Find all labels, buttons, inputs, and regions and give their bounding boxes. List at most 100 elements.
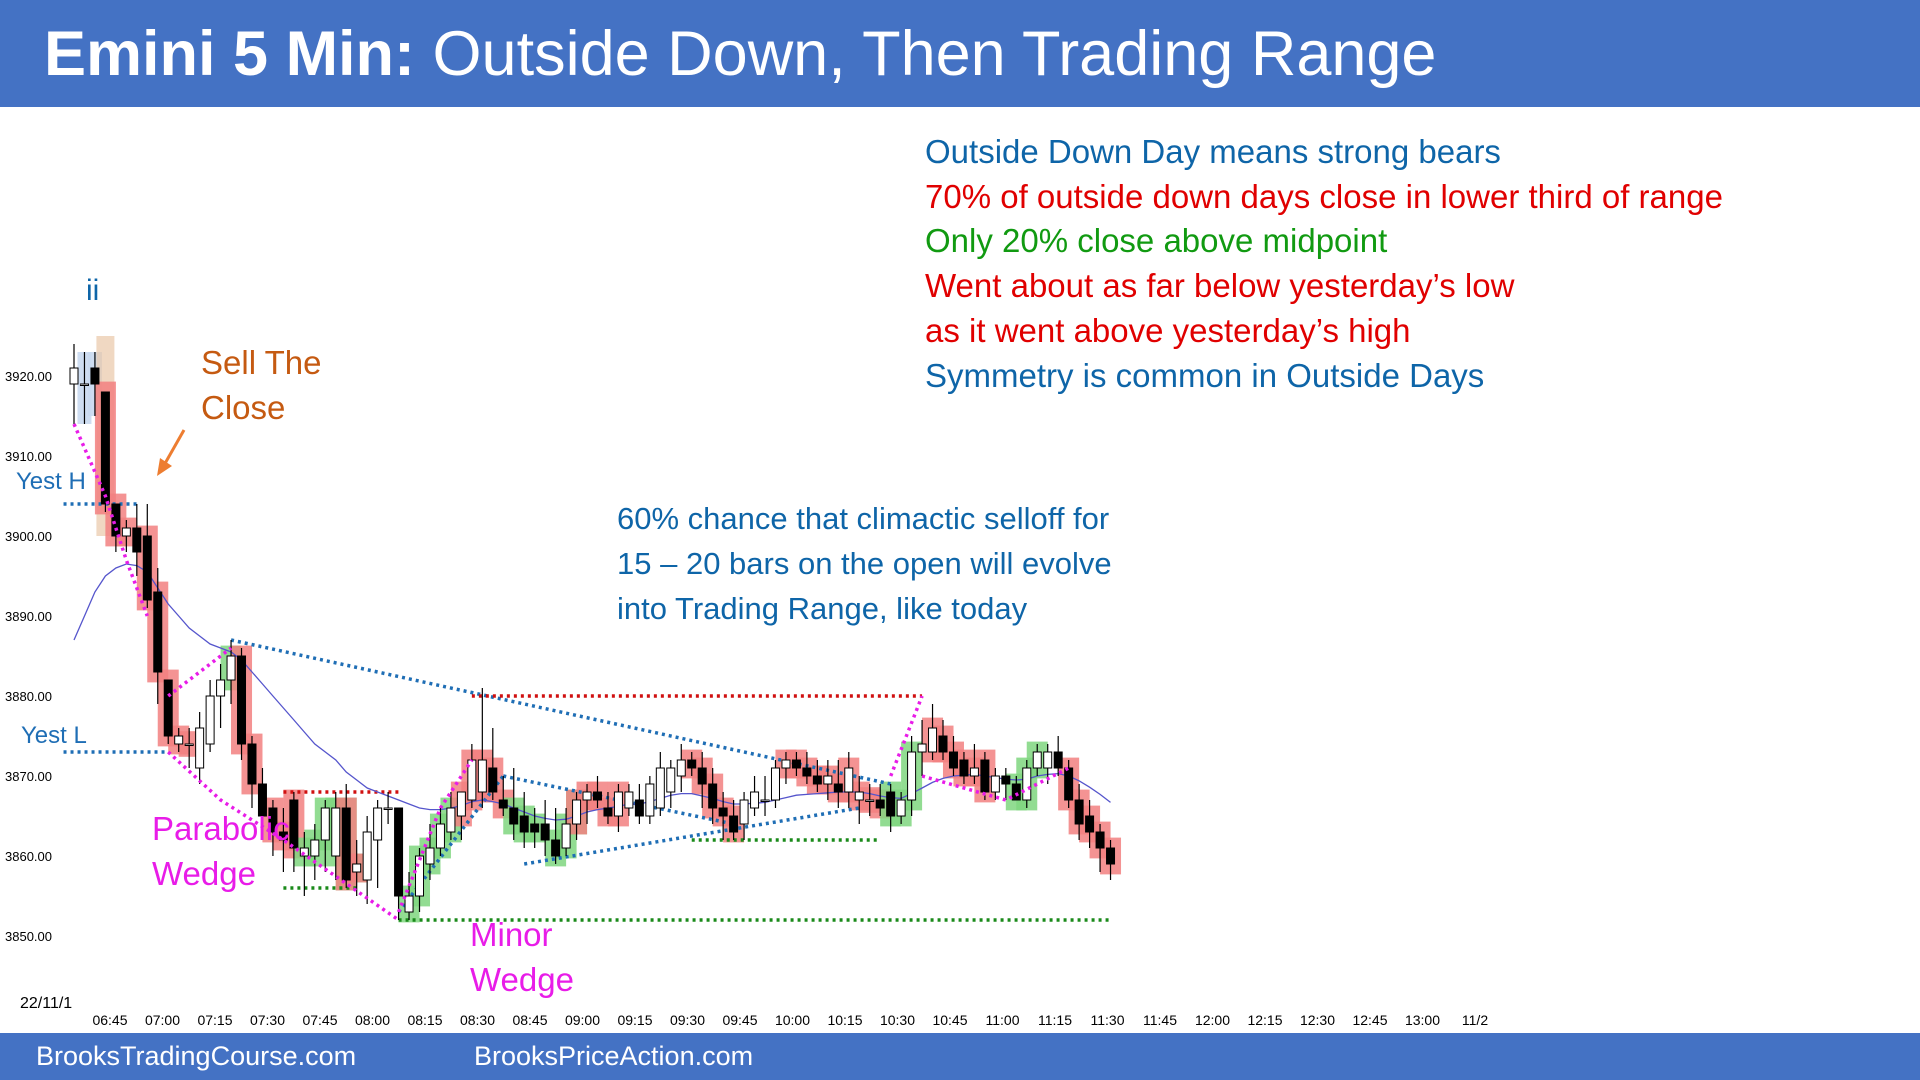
candle-body (268, 807, 278, 833)
footer-link-trading-course[interactable]: BrooksTradingCourse.com (36, 1041, 357, 1071)
candle-body (770, 767, 780, 801)
candle (781, 752, 791, 784)
candle-body (90, 367, 100, 385)
climactic-note-line2: 15 – 20 bars on the open will evolve (617, 546, 1112, 581)
note-line: Outside Down Day means strong bears (925, 133, 1501, 170)
bar-layer (69, 344, 1116, 920)
candle-body (331, 807, 341, 857)
note-line: 70% of outside down days close in lower … (925, 177, 1723, 215)
candle (791, 752, 801, 776)
candle-body (394, 807, 404, 897)
title-rest: Outside Down, Then Trading Range (415, 19, 1437, 89)
candle-body (488, 767, 498, 793)
note-line: Symmetry is common in Outside Days (925, 356, 1485, 394)
footer-link-price-action[interactable]: BrooksPriceAction.com (474, 1041, 754, 1071)
candle-body (844, 767, 854, 793)
candle-body (257, 783, 267, 817)
wedge-line (167, 646, 233, 698)
candle-body (823, 775, 833, 785)
candle-body (760, 799, 770, 802)
candle-body (729, 815, 739, 833)
candle (697, 752, 707, 808)
candle-body (561, 823, 571, 849)
candle (959, 752, 969, 784)
candle-body (509, 807, 519, 825)
candle (613, 784, 623, 832)
candle-body (1022, 767, 1032, 801)
wedge-line (889, 695, 924, 777)
candle (446, 792, 456, 840)
note-line: Only 20% close above midpoint (925, 222, 1388, 260)
candle-body (278, 831, 288, 841)
candle (666, 760, 676, 808)
candle-body (415, 855, 425, 897)
x-tick-label: 08:30 (460, 1012, 495, 1028)
candle-body (634, 799, 644, 817)
candle-body (781, 759, 791, 769)
candle-body (959, 759, 969, 777)
y-tick-label: 3890.00 (5, 609, 52, 624)
wedge-line (921, 766, 1070, 802)
candle-body (1064, 767, 1074, 801)
candle (1106, 840, 1116, 880)
candle-body (184, 743, 194, 746)
candle (854, 776, 864, 824)
candle (593, 776, 602, 808)
x-tick-label: 08:45 (512, 1012, 547, 1028)
candle (687, 752, 697, 776)
candle (928, 704, 938, 760)
candle (886, 784, 896, 832)
candle (718, 792, 728, 840)
candle (142, 504, 152, 608)
candle (90, 352, 100, 416)
x-tick-label: 09:00 (565, 1012, 600, 1028)
candle (540, 800, 550, 856)
candle-body (100, 391, 110, 505)
candle (1085, 800, 1095, 848)
x-tick-label: 09:15 (617, 1012, 652, 1028)
x-axis: 06:45 07:00 07:15 07:30 07:45 08:00 08:15 08:30… (92, 1012, 1488, 1028)
candle (69, 344, 79, 424)
candle-body (865, 799, 875, 802)
x-tick-label: 11:45 (1143, 1012, 1177, 1028)
x-tick-label: 12:30 (1300, 1012, 1335, 1028)
candle (634, 784, 644, 824)
x-tick-label: 07:15 (197, 1012, 232, 1028)
candle (247, 736, 257, 808)
candle (519, 792, 529, 848)
candle-body (928, 727, 938, 753)
x-tick-label: 07:30 (250, 1012, 285, 1028)
trendline (523, 806, 860, 866)
candle-body (1043, 751, 1053, 769)
candle (331, 792, 341, 880)
wedge-line (167, 750, 400, 922)
candle-body (1001, 775, 1011, 785)
candle-body (938, 735, 948, 753)
candle-body (676, 759, 686, 777)
wedge-layer (72, 423, 1070, 922)
candle (603, 792, 613, 824)
yest-h-label: Yest H (16, 468, 86, 495)
outside-day-notes: Outside Down Day means strong bears 70% … (925, 130, 1723, 398)
minor-wedge-label-line1: Minor (470, 916, 553, 953)
candle (980, 752, 990, 800)
candle-body (593, 791, 602, 801)
candle-body (362, 831, 372, 881)
sell-the-close-label-line2: Close (201, 389, 285, 426)
x-tick-label: 07:45 (302, 1012, 337, 1028)
candle-body (530, 823, 540, 833)
candle (184, 728, 194, 768)
candle (1001, 768, 1011, 800)
candle (1032, 744, 1042, 776)
candle-body (446, 807, 456, 833)
candle (341, 784, 351, 888)
candle-body (1074, 799, 1084, 825)
candle-body (1011, 783, 1021, 801)
candle (969, 744, 979, 784)
candle (572, 792, 582, 840)
candle-body (708, 783, 718, 809)
candle (907, 736, 917, 816)
candle-body (69, 367, 79, 385)
climactic-note-line1: 60% chance that climactic selloff for (617, 501, 1109, 536)
candle-body (299, 847, 309, 857)
